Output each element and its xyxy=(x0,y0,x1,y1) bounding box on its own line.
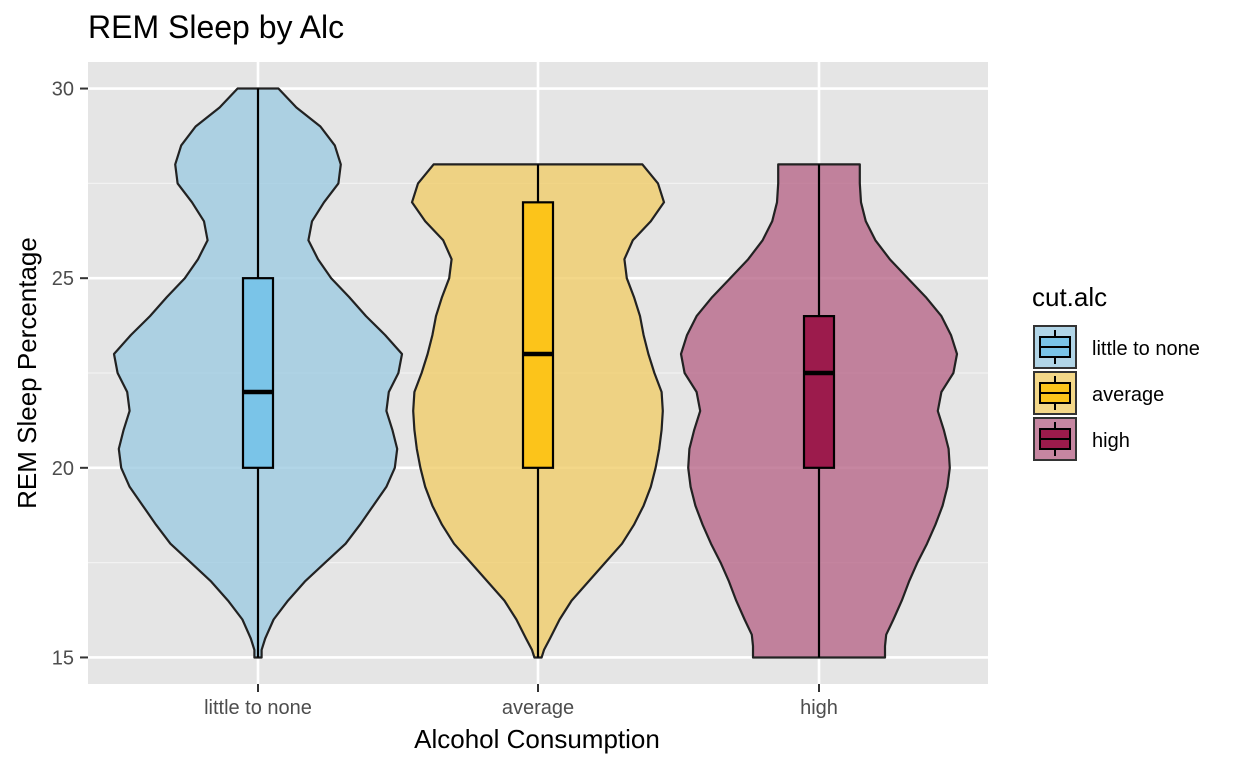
y-tick-label: 20 xyxy=(52,458,74,480)
legend-key xyxy=(1033,417,1077,461)
box-1 xyxy=(521,201,555,469)
legend-key xyxy=(1033,325,1077,369)
x-tick-label: high xyxy=(800,697,838,719)
x-tick-label: little to none xyxy=(204,697,312,719)
x-axis: little to none average high xyxy=(204,684,838,719)
boxplot-layer xyxy=(241,88,836,658)
y-axis-title: REM Sleep Percentage xyxy=(12,237,42,509)
chart-title: REM Sleep by Alc xyxy=(88,9,344,45)
y-tick-label: 15 xyxy=(52,647,74,669)
x-axis-title: Alcohol Consumption xyxy=(414,724,660,754)
y-axis: 15 20 25 30 xyxy=(52,79,88,669)
legend-label: little to none xyxy=(1092,338,1200,360)
legend: cut.alc little to none average high xyxy=(1032,282,1200,461)
y-tick-label: 30 xyxy=(52,79,74,101)
x-tick-label: average xyxy=(502,697,574,719)
box-2 xyxy=(802,315,836,469)
legend-title: cut.alc xyxy=(1032,282,1107,312)
legend-label: average xyxy=(1092,384,1164,406)
legend-key xyxy=(1033,371,1077,415)
legend-label: high xyxy=(1092,430,1130,452)
y-tick-label: 25 xyxy=(52,268,74,290)
box-0 xyxy=(241,277,275,469)
